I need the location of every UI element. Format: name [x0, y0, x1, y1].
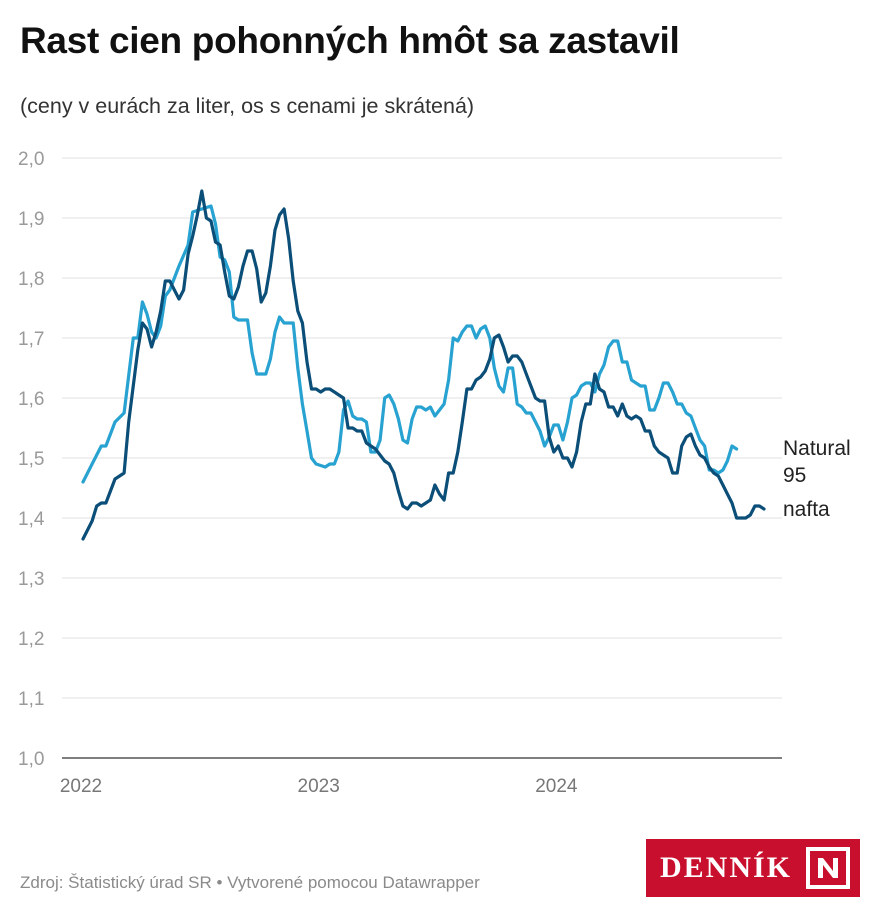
y-tick-label: 2,0: [18, 149, 44, 170]
source-note: Zdroj: Štatistický úrad SR • Vytvorené p…: [20, 873, 480, 892]
line-chart: 1,01,11,21,31,41,51,61,71,81,92,0 2022 20…: [18, 149, 851, 797]
y-tick-label: 1,8: [18, 269, 44, 290]
y-tick-label: 1,3: [18, 569, 44, 590]
x-tick-label: 2024: [535, 776, 578, 797]
gridlines: [62, 157, 782, 759]
chart-title: Rast cien pohonných hmôt sa zastavil: [20, 20, 680, 61]
y-tick-label: 1,7: [18, 329, 44, 350]
y-tick-label: 1,2: [18, 629, 44, 650]
x-tick-label: 2023: [298, 776, 340, 797]
series-end-labels: Natural 95 nafta: [783, 437, 851, 521]
y-axis-tick-labels: 1,0 1,1 1,2 1,3 1,4 1,5 1,6 1,7 1,8 1,9 2,0: [18, 149, 45, 770]
series-label: 95: [783, 464, 806, 487]
series-label: Natural: [783, 437, 851, 460]
chart-subtitle: (ceny v eurách za liter, os s cenami je …: [20, 94, 475, 118]
x-axis-tick-labels: 2022 2023 2024: [60, 776, 578, 797]
y-tick-label: 1,1: [18, 689, 44, 710]
y-tick-label: 1,5: [18, 449, 44, 470]
series-line-natural-95: [81, 204, 739, 484]
series-line-nafta: [81, 189, 766, 541]
series-lines: [81, 189, 766, 541]
dennik-n-logo: DENNÍK: [646, 839, 860, 897]
logo-text: DENNÍK: [660, 851, 793, 884]
x-tick-label: 2022: [60, 776, 102, 797]
y-tick-label: 1,6: [18, 389, 44, 410]
logo-n-icon: [806, 847, 850, 889]
y-tick-label: 1,4: [18, 509, 45, 530]
series-label: nafta: [783, 498, 830, 521]
y-tick-label: 1,0: [18, 749, 44, 770]
y-tick-label: 1,9: [18, 209, 44, 230]
